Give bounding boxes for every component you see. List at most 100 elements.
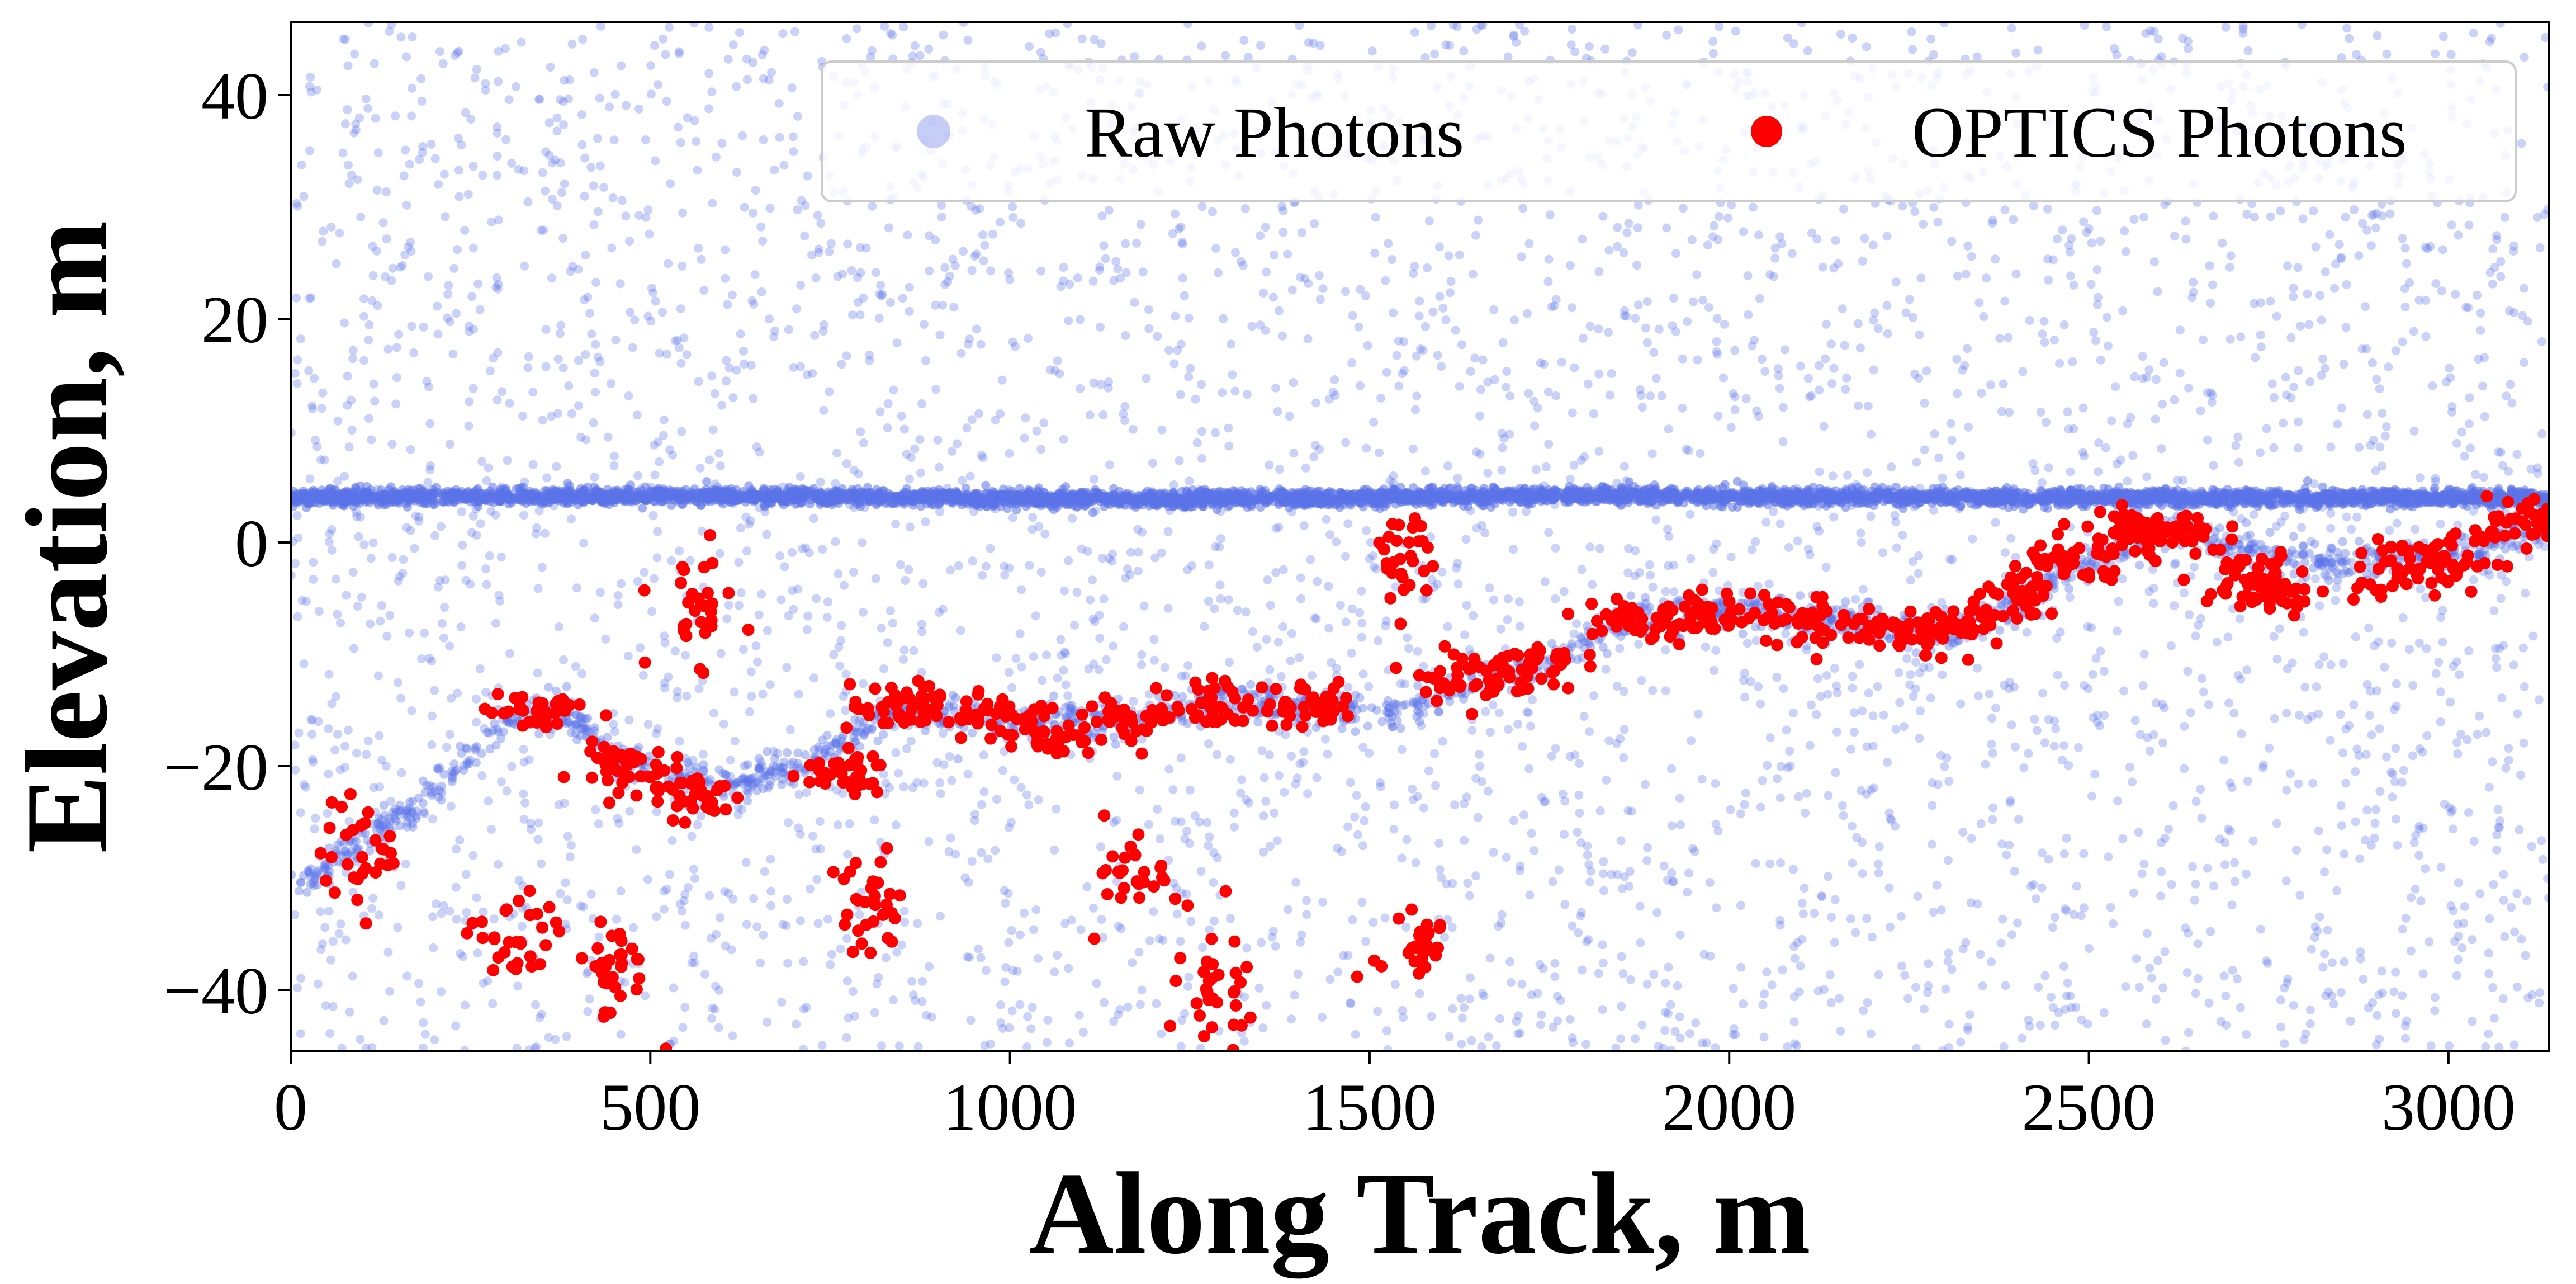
raw-photon-point [894,768,903,778]
raw-photon-point [2464,808,2473,817]
raw-photon-point [353,602,362,611]
raw-photon-point [1392,351,1401,360]
raw-photon-point [2411,525,2420,534]
raw-photon-point [705,455,714,465]
raw-photon-point [839,692,848,701]
raw-photon-point [1192,438,1202,447]
raw-photon-point [996,409,1005,418]
raw-photon-point [1858,869,1867,878]
raw-photon-point [324,724,333,734]
raw-photon-point [1633,300,1643,310]
raw-photon-point [2416,896,2426,906]
raw-photon-point [1177,1016,1187,1025]
raw-photon-point [680,920,690,930]
raw-photon-point [2320,867,2329,877]
raw-photon-point [1636,676,1646,685]
raw-photon-point [324,907,334,916]
raw-photon-point [2080,22,2089,30]
raw-photon-point [2390,777,2399,786]
raw-photon-point [362,750,371,759]
raw-photon-point [382,631,392,641]
raw-photon-point [1456,994,1466,1003]
raw-photon-point [2352,512,2361,522]
raw-photon-point [2337,253,2346,262]
raw-photon-point [1291,877,1301,887]
raw-photon-point [681,650,690,660]
raw-photon-point [1256,320,1265,330]
raw-photon-point [2421,332,2431,341]
raw-photon-point [1996,938,2006,948]
raw-photon-point [1988,215,1997,225]
raw-photon-point [373,148,383,158]
raw-photon-point [2391,744,2400,753]
raw-photon-point [427,740,437,749]
raw-photon-point [456,949,465,959]
raw-photon-point [1452,22,1462,31]
raw-photon-point [1443,461,1452,471]
raw-photon-point [2489,606,2499,616]
raw-photon-point [481,564,491,574]
raw-photon-point [1968,534,1977,544]
raw-photon-point [2362,410,2372,419]
raw-photon-point [2337,403,2346,413]
raw-photon-point [931,385,941,394]
raw-photon-point [677,427,686,436]
raw-photon-point [1797,934,1807,944]
raw-photon-point [1790,953,1800,963]
raw-photon-point [1715,22,1724,31]
raw-photon-point [2484,948,2493,958]
raw-photon-point [1895,698,1905,707]
raw-photon-point [1551,544,1560,553]
raw-photon-point [1397,853,1407,863]
raw-photon-point [1898,201,1907,211]
raw-photon-point [1862,742,1872,752]
raw-photon-point [1052,804,1061,814]
raw-photon-point [1453,474,1462,483]
raw-photon-point [2082,228,2091,237]
raw-photon-point [2453,520,2463,530]
raw-photon-point [901,576,910,585]
raw-photon-point [2221,22,2231,32]
raw-photon-point [974,409,983,418]
raw-photon-point [738,346,748,356]
raw-photon-point [632,410,642,420]
raw-photon-point [661,50,670,59]
raw-photon-point [693,820,702,829]
raw-photon-point [314,979,323,989]
raw-photon-point [610,89,620,99]
raw-photon-point [935,778,945,787]
raw-photon-point [825,247,834,256]
raw-photon-point [613,591,623,600]
raw-photon-point [1128,958,1137,967]
raw-photon-point [2209,461,2218,470]
raw-photon-point [1741,789,1750,798]
raw-photon-point [402,971,412,981]
raw-photon-point [1259,811,1268,820]
raw-photon-point [1015,930,1025,940]
raw-photon-point [673,687,682,696]
raw-photon-point [905,522,915,532]
raw-photon-point [2535,243,2545,252]
raw-photon-point [2000,296,2010,306]
raw-photon-point [1204,597,1213,606]
raw-photon-point [760,45,769,55]
raw-photon-point [2464,646,2474,655]
raw-photon-point [363,736,373,745]
raw-photon-point [2310,922,2320,932]
raw-photon-point [963,35,973,45]
raw-photon-point [1224,595,1233,605]
raw-photon-point [1560,830,1569,839]
raw-photon-point [2048,923,2057,932]
raw-photon-point [2337,821,2346,830]
raw-photon-point [1420,466,1430,476]
raw-photon-point [765,314,774,324]
raw-photon-point [1256,41,1265,50]
raw-photon-point [753,657,762,667]
raw-photon-point [707,371,717,381]
raw-photon-point [443,313,452,323]
raw-photon-point [1368,918,1378,927]
raw-photon-point [477,457,487,466]
raw-photon-point [1789,942,1798,951]
raw-photon-point [428,814,437,824]
raw-photon-point [1568,25,1576,34]
